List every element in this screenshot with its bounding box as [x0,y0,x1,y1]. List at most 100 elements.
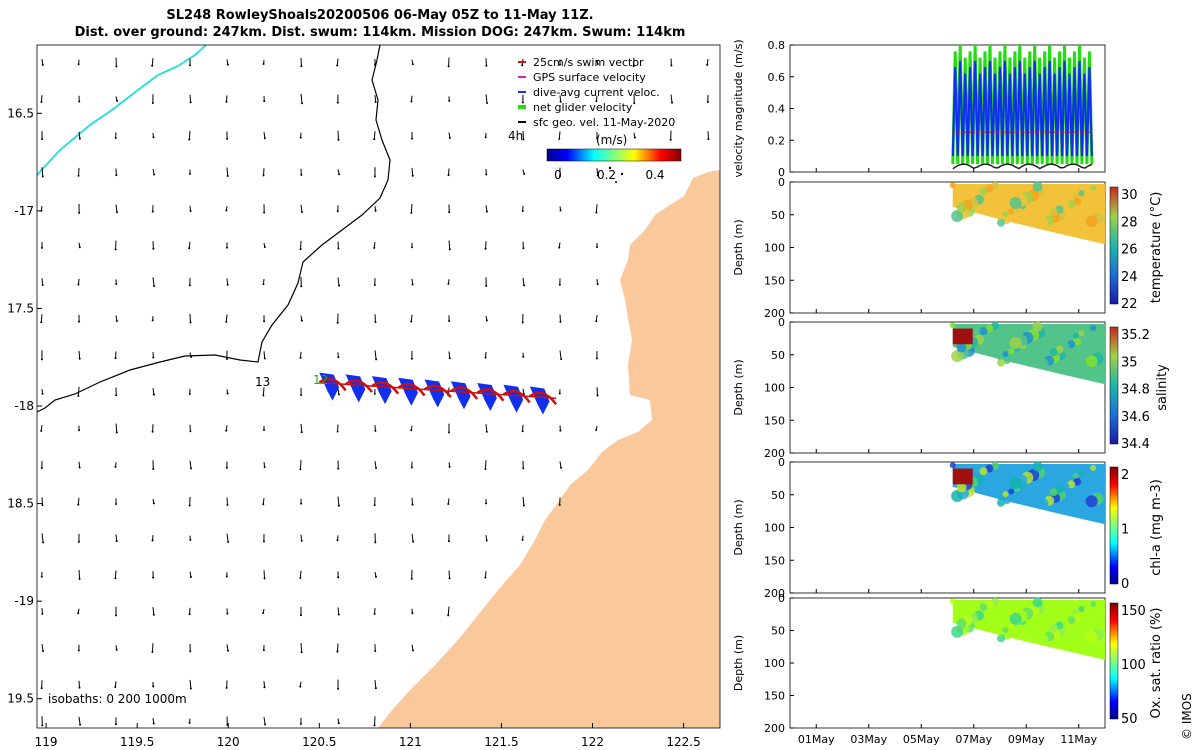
current-vector-head [41,284,44,287]
map-x-tick-label: 122 [581,735,604,749]
current-vector-head [522,504,525,507]
current-vector-head [115,319,118,322]
current-vector-head [448,99,451,102]
current-vector-head [225,358,228,361]
current-vector-head [559,63,561,66]
map-x-tick-label: 121 [399,735,422,749]
current-vector-head [263,100,266,103]
chla-y-tick-label: 0 [778,456,785,469]
current-vector-head [485,173,488,176]
current-vector-arrow [151,643,154,652]
time-x-tick-label: 03May [850,733,887,746]
current-vector-head [411,503,414,506]
current-vector-head [411,63,414,66]
current-vector-head [78,100,81,103]
current-vector-head [77,63,80,66]
current-vector-head [151,650,154,653]
current-vector-head [263,429,265,431]
current-vector-head [114,136,117,139]
current-vector-head [225,429,228,432]
current-vector-head [484,136,487,139]
current-vector-head [264,723,267,726]
current-vector-arrow [78,716,81,725]
current-vector-head [300,502,303,505]
oxygen-section-sample [1009,612,1022,625]
current-vector-head [152,393,155,396]
current-vector-head [115,502,118,505]
chla-colorbar-label: chl-a (mg m-3) [1149,479,1164,576]
current-vector-head [522,247,525,250]
temperature-colorbar-tick: 26 [1121,243,1138,258]
current-vector-head [152,613,155,616]
current-vector-head [40,358,43,361]
current-vector-arrow [374,350,377,360]
current-vector-head [595,320,598,323]
current-vector-head [412,540,415,543]
time-x-tick-label: 09May [1008,733,1045,746]
current-vector-head [522,138,525,141]
current-vector-arrow [189,460,192,469]
current-vector-head [484,576,487,579]
map-y-tick-label: 16.5 [7,106,34,120]
current-vector-head [448,357,451,360]
salinity-colorbar-tick: 35 [1121,355,1138,370]
map-x-tick-label: 120 [217,735,240,749]
current-vector-head [262,649,265,652]
current-vector-arrow [77,497,80,505]
map-y-tick-label: 18.5 [7,497,34,511]
oxygen-y-tick-label: 0 [778,592,785,605]
current-vector-head [301,102,304,105]
salinity-colorbar-label: salinity [1155,364,1170,411]
salinity-section-sample [996,353,1003,360]
current-vector-head [411,137,414,140]
current-vector-arrow [262,387,265,396]
current-vector-head [78,246,81,249]
current-vector-head [374,321,377,324]
current-vector-head [373,392,376,395]
isobath-line [37,45,391,413]
current-vector-arrow [226,167,229,177]
current-vector-arrow [300,423,303,433]
current-vector-head [595,429,598,431]
salinity-colorbar-tick: 35.2 [1121,328,1150,343]
current-vector-head [225,575,228,578]
current-vector-head [299,576,302,579]
current-vector-arrow [226,278,229,285]
island [620,172,624,176]
current-vector-head [523,284,526,287]
temperature-section-sample [1072,192,1079,199]
current-vector-arrow [225,314,228,322]
current-vector-head [633,136,636,139]
current-vector-head [78,357,81,360]
current-vector-head [189,210,192,213]
current-vector-head [115,65,118,68]
time-x-tick-label: 05May [903,733,940,746]
current-vector-arrow [595,204,598,213]
current-vector-head [336,430,339,433]
current-vector-head [374,63,376,66]
current-vector-head [411,174,414,177]
current-vector-head [374,575,377,578]
current-vector-arrow [151,58,154,66]
current-vector-head [558,392,561,395]
current-vector-arrow [300,204,303,213]
current-vector-head [262,503,265,506]
current-vector-arrow [78,350,81,359]
temperature-y-axis-label: Depth (m) [732,219,745,275]
temperature-section-sample [1078,190,1085,197]
current-vector-head [560,358,563,361]
current-vector-head [300,651,303,654]
current-vector-head [410,429,413,432]
oxygen-section-sample [997,634,1006,643]
current-vector-head [114,685,117,688]
current-vector-head [78,320,81,323]
oxygen-colorbar-label: Ox. sat. ratio (%) [1149,608,1164,719]
current-vector-head [78,577,81,580]
current-vector-head [225,100,228,103]
oxygen-section-sample [1008,624,1015,631]
salinity-section-sample [1049,348,1058,357]
current-vector-head [262,612,265,614]
current-vector-head [262,174,265,177]
current-vector-head [226,283,229,286]
current-vector-head [373,504,376,507]
